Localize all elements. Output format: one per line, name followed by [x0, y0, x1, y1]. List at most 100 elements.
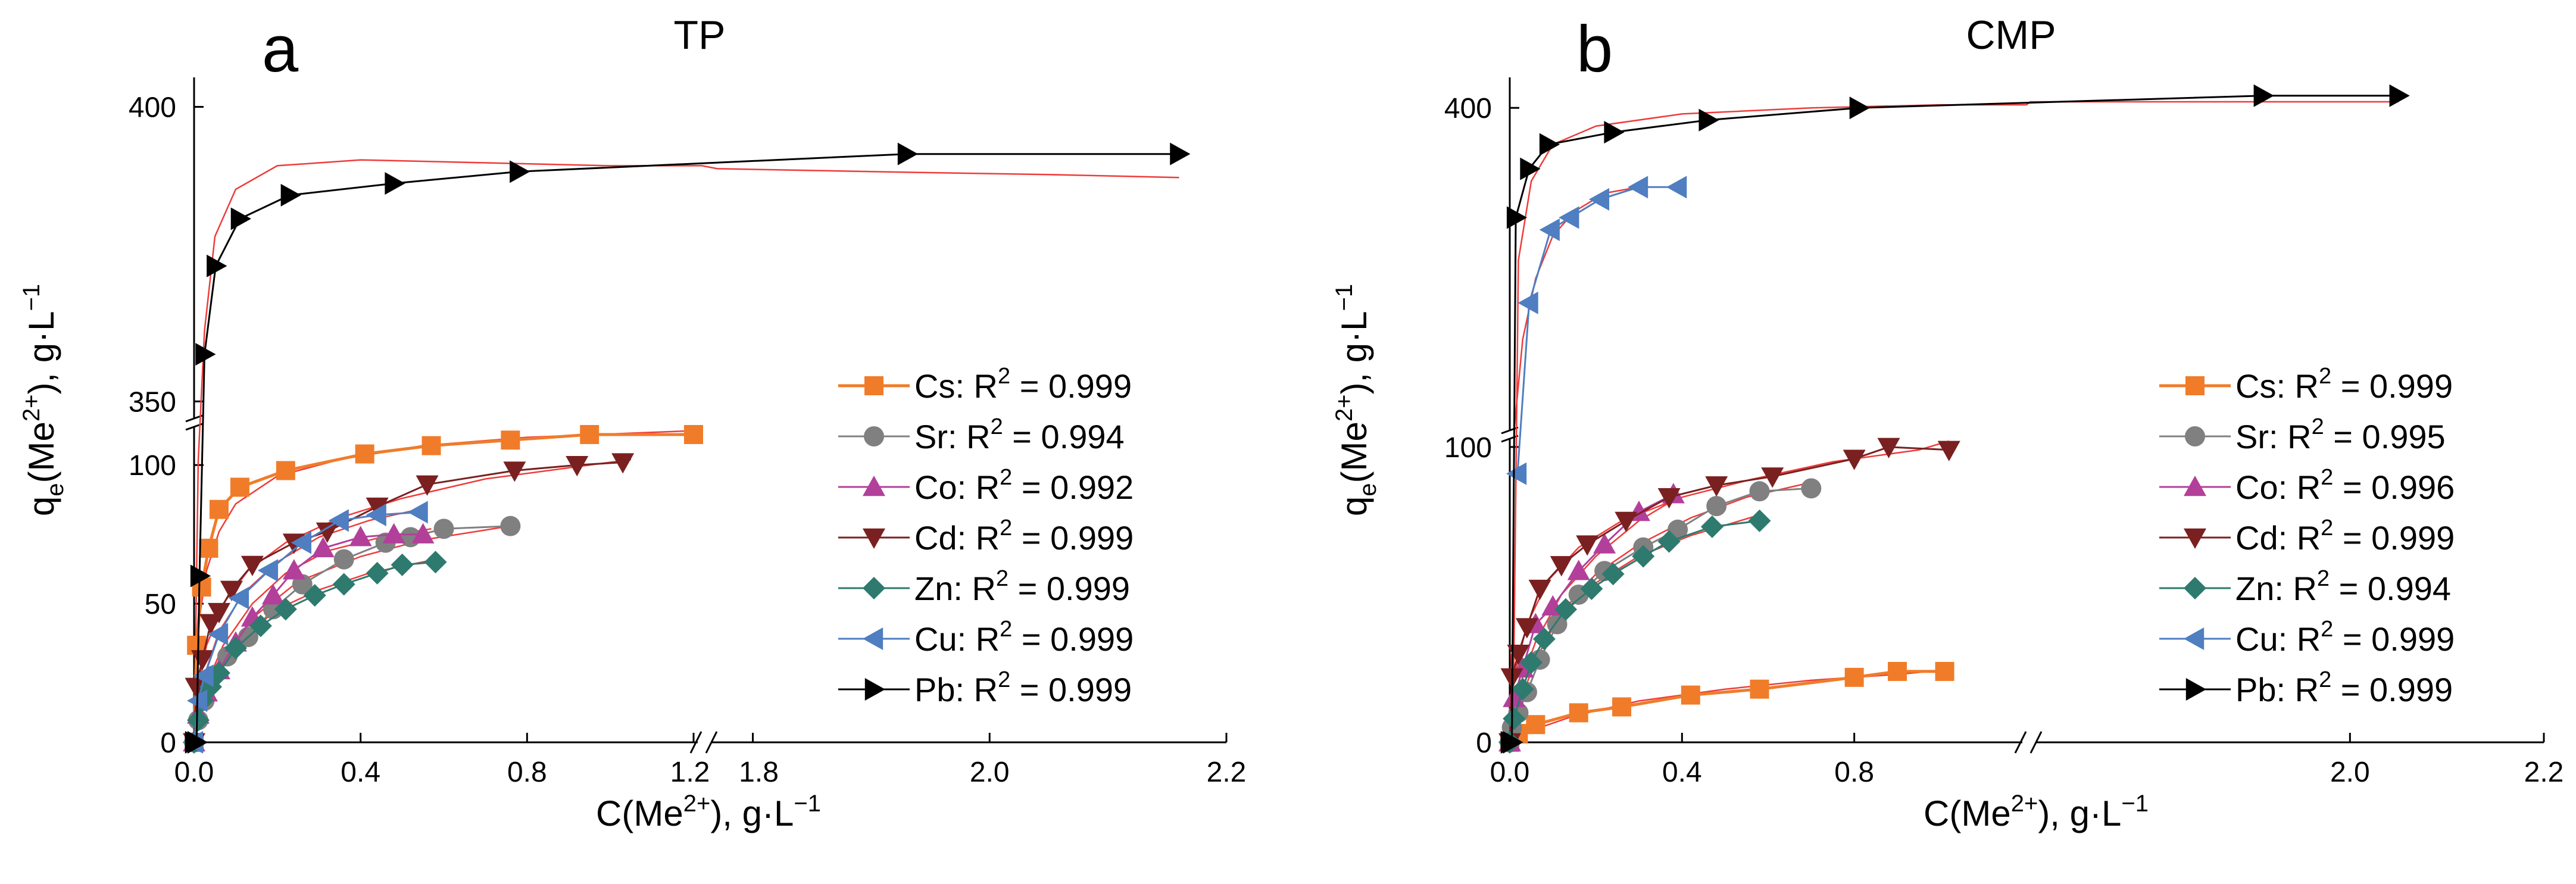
y-tick-label: 0 [160, 727, 176, 759]
legend-marker-pb [2185, 678, 2206, 701]
y-tick-label: 0 [1476, 727, 1492, 759]
legend-marker-sr [864, 426, 884, 446]
data-point-cd [1761, 467, 1784, 488]
x-axis-break-mark [2029, 731, 2043, 754]
fit-curve-pb [194, 159, 1179, 660]
data-point-cd [1576, 535, 1599, 556]
x-tick-label: 0.4 [341, 757, 380, 788]
data-point-zn [1503, 707, 1526, 730]
series-line-pb [1510, 95, 2399, 744]
data-point-cd [199, 614, 222, 635]
data-point-zn [1601, 563, 1625, 586]
data-point-cd [316, 522, 339, 543]
data-point-zn [332, 573, 355, 596]
panel-label: a [262, 13, 299, 86]
data-point-cd [1705, 476, 1728, 497]
y-tick-label: 350 [129, 386, 176, 418]
data-point-cu [366, 504, 386, 527]
data-point-cs [1569, 703, 1588, 723]
legend-marker-sr [2185, 426, 2205, 446]
panel-b: 0.0 0.4 0.8 2.0 2.2 0 100 400 b CMP C(Me2+), g·L−1… [1331, 13, 2563, 833]
data-point-zn [186, 708, 210, 732]
series-cu [1506, 176, 1687, 485]
legend-marker-pb [864, 678, 885, 701]
x-tick-label: 0.0 [1490, 757, 1530, 788]
data-point-cd [503, 461, 526, 482]
y-tick-label: 400 [1444, 93, 1492, 124]
data-point-pb [1506, 206, 1528, 229]
series-zn [1498, 509, 1771, 754]
x-tick-label: 0.4 [1662, 757, 1702, 788]
legend-marker-cu [2184, 627, 2205, 650]
data-point-pb [187, 731, 208, 754]
y-tick-label: 100 [129, 450, 176, 482]
data-point-zn [424, 551, 447, 574]
data-point-zn [1700, 515, 1723, 538]
legend: Cs: R2 = 0.999 Sr: R2 = 0.995 Co: R2 = 0.9… [2159, 364, 2455, 708]
legend-marker-cd [863, 528, 885, 549]
fit-curve-pb [1510, 101, 2399, 718]
panel-a: 0.0 0.4 0.8 1.2 1.8 2.0 2.2 0 50 100 350 400 a TP C(Me… [18, 13, 1246, 833]
x-axis-break-mark [689, 731, 702, 754]
legend-entry: Sr: R2 = 0.995 [2235, 414, 2446, 455]
legend-entry: Cs: R2 = 0.999 [914, 364, 1132, 405]
data-point-cd [1877, 438, 1900, 458]
data-point-pb [510, 160, 530, 183]
legend-entry: Zn: R2 = 0.994 [2235, 566, 2451, 607]
data-point-cd [220, 580, 243, 601]
data-point-cd [611, 453, 635, 474]
data-point-cd [1515, 618, 1538, 639]
data-point-cs [580, 424, 599, 444]
x-tick-label: 0.8 [1834, 757, 1874, 788]
data-point-pb [897, 142, 919, 165]
data-point-pb [1503, 731, 1523, 754]
data-point-zn [391, 553, 414, 576]
data-point-cd [566, 456, 589, 477]
x-axis-break-mark [705, 731, 718, 754]
x-axis-label: C(Me2+), g·L−1 [596, 791, 821, 833]
chart-title: CMP [1966, 13, 2056, 58]
series-line-cd [193, 461, 623, 743]
data-point-cu [257, 559, 279, 582]
legend-marker-zn [863, 577, 885, 599]
data-point-co [349, 526, 372, 546]
data-point-cd [416, 475, 439, 496]
data-point-cd [1937, 441, 1960, 461]
x-tick-label: 0.8 [507, 757, 547, 788]
data-point-cs [276, 461, 295, 480]
data-point-cu [228, 586, 249, 610]
y-tick-label: 100 [1444, 432, 1492, 464]
data-point-pb [2253, 84, 2274, 107]
data-point-co [261, 584, 285, 605]
legend: Cs: R2 = 0.999 Sr: R2 = 0.994 Co: R2 = 0.9… [838, 364, 1134, 708]
data-point-co [411, 523, 435, 543]
x-tick-label: 1.8 [739, 757, 779, 788]
data-point-cu [1559, 206, 1579, 229]
data-point-co [311, 536, 335, 558]
data-point-zn [1511, 677, 1534, 701]
data-point-cd [1528, 579, 1551, 601]
data-point-cu [1506, 462, 1527, 485]
legend-entry: Co: R2 = 0.996 [2235, 465, 2455, 506]
data-point-sr [500, 516, 521, 536]
data-point-zn [1554, 598, 1578, 621]
data-point-cd [1843, 449, 1866, 470]
data-point-zn [366, 561, 389, 585]
legend-entry: Cd: R2 = 0.999 [914, 516, 1134, 557]
data-point-cs [1935, 661, 1954, 681]
data-point-cs [1612, 697, 1632, 717]
series-pb [185, 142, 1191, 754]
x-tick-label: 2.2 [2524, 757, 2564, 788]
y-axis-break-mark [1501, 435, 1519, 443]
legend-entry: Zn: R2 = 0.999 [914, 566, 1130, 607]
series-pb [1500, 84, 2410, 754]
x-axis-label: C(Me2+), g·L−1 [1924, 791, 2149, 833]
data-point-co [282, 559, 305, 580]
data-point-zn [1657, 530, 1681, 553]
x-tick-label: 2.0 [2330, 757, 2370, 788]
data-point-sr [333, 549, 354, 570]
legend-entry: Co: R2 = 0.992 [914, 465, 1134, 506]
data-point-cd [1615, 511, 1638, 532]
data-point-pb [1520, 157, 1541, 180]
